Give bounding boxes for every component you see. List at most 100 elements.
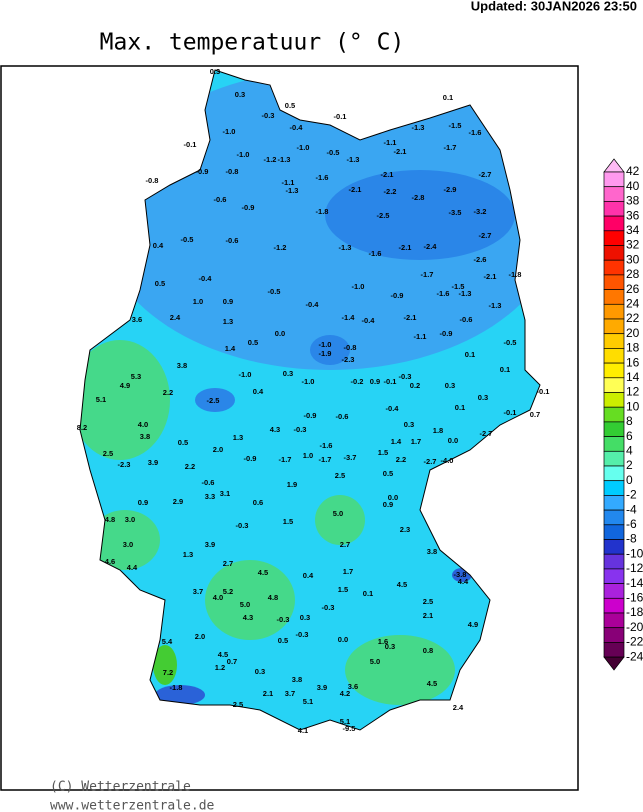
station-value: -0.1 [537,387,550,396]
station-value: 3.9 [205,540,215,549]
station-value: 0.0 [388,493,398,502]
station-value: 0.5 [278,636,288,645]
colorbar-swatch [603,612,625,629]
station-value: 4.4 [458,577,469,586]
station-value: 4.9 [120,381,130,390]
copyright: (C) Wetterzentrale [50,780,191,795]
station-value: 3.7 [285,689,295,698]
station-value: 0.5 [248,338,258,347]
station-value: 8.2 [77,423,87,432]
station-value: -0.5 [327,148,340,157]
colorbar-label: 38 [626,194,640,208]
colorbar-swatch [603,509,625,526]
station-value: 4.4 [127,563,138,572]
station-value: 0.6 [253,498,263,507]
colorbar-top-arrow [603,158,625,173]
station-value: 0.9 [138,498,148,507]
colorbar-label: 2 [626,458,633,472]
station-value: 4.5 [258,568,268,577]
colorbar-label: -18 [626,605,643,619]
station-value: 0.1 [500,365,510,374]
station-value: -0.3 [262,111,275,120]
station-value: -0.1 [184,140,197,149]
station-value: 5.0 [370,657,380,666]
station-value: -1.9 [319,349,332,358]
colorbar-label: 20 [626,326,640,340]
colorbar-label: -20 [626,620,643,634]
colorbar-label: -8 [626,532,637,546]
station-value: -2.9 [444,185,457,194]
colorbar-bottom-arrow [603,656,625,671]
station-value: 2.7 [340,540,350,549]
station-value: 1.3 [233,433,243,442]
station-value: -2.3 [118,460,131,469]
station-value: 3.0 [123,540,133,549]
station-value: 1.5 [378,448,388,457]
station-value: 0.3 [210,67,220,76]
colorbar-swatch [603,245,625,261]
station-value: -2.1 [349,185,362,194]
station-value: 3.8 [427,547,437,556]
colorbar-label: 40 [626,179,640,193]
station-value: 0.0 [448,436,458,445]
station-value: 4.5 [397,580,407,589]
station-value: 0.3 [445,381,455,390]
station-value: -1.8 [170,683,183,692]
station-value: 2.7 [223,559,233,568]
station-value: 0.3 [478,393,488,402]
station-value: 2.2 [163,388,173,397]
station-value: -0.6 [226,236,239,245]
colorbar-swatch [603,597,625,614]
station-value: -2.1 [394,147,407,156]
station-value: 0.8 [423,646,433,655]
station-value: -2.2 [384,187,397,196]
colorbar: 424038363432302826242220181614121086420-… [603,158,643,671]
station-value: 5.4 [162,637,173,646]
station-value: -1.0 [237,150,250,159]
station-value: 3.8 [140,432,150,441]
station-value: 5.0 [333,509,343,518]
station-value: 2.0 [213,445,223,454]
station-value: -2.4 [424,242,438,251]
station-value: 3.3 [205,492,215,501]
station-value: -0.1 [334,112,347,121]
station-value: -1.0 [302,377,315,386]
station-value: -0.4 [199,274,213,283]
colorbar-label: -12 [626,561,643,575]
station-value: -1.8 [316,207,329,216]
station-value: 3.8 [177,361,187,370]
station-value: -1.0 [297,143,310,152]
station-value: -1.6 [316,173,329,182]
colorbar-label: -4 [626,502,637,516]
station-value: -1.8 [509,270,522,279]
station-value: -3.2 [474,207,487,216]
station-value: 0.1 [455,403,465,412]
station-value: -2.7 [424,457,437,466]
station-value: -0.6 [336,412,349,421]
station-value: -1.7 [319,455,332,464]
station-value: 0.7 [227,657,237,666]
station-value: 4.6 [105,557,115,566]
station-value: -1.3 [412,123,425,132]
station-value: 3.6 [132,315,142,324]
colorbar-swatch [603,539,625,555]
station-value: -1.1 [384,138,397,147]
station-value: 4.3 [243,613,253,622]
station-value: 0.3 [283,369,293,378]
colorbar-swatch [603,480,625,496]
colorbar-swatch [603,642,625,658]
country-border [79,69,541,731]
station-value: -0.9 [242,203,255,212]
colorbar-label: 34 [626,223,640,237]
station-value: 1.3 [223,317,233,326]
colorbar-label: 14 [626,370,640,384]
station-value: -0.8 [146,176,159,185]
station-value: 1.4 [391,437,402,446]
station-value: 1.4 [225,344,236,353]
station-value: 3.8 [292,675,302,684]
station-value: 0.3 [300,613,310,622]
station-value: -1.6 [320,441,333,450]
station-value: 3.0 [125,515,135,524]
colorbar-swatch [603,274,625,290]
